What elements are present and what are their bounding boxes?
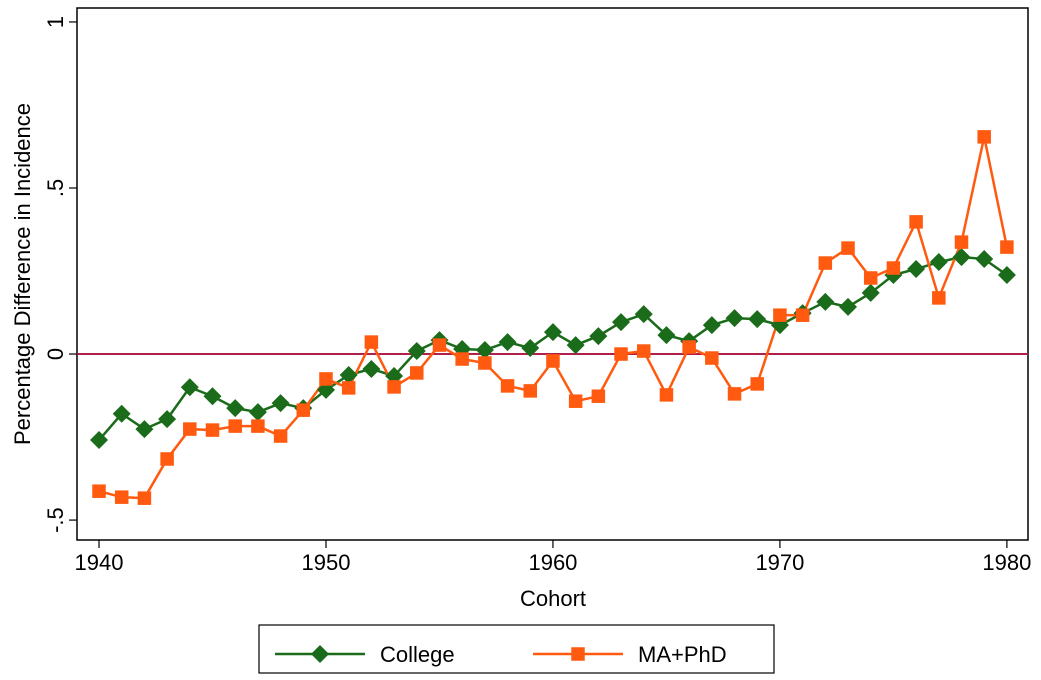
square-marker	[546, 354, 560, 368]
diamond-marker	[112, 404, 131, 423]
diamond-marker	[997, 265, 1016, 284]
diamond-marker	[407, 342, 426, 361]
square-marker	[614, 347, 628, 361]
square-marker	[863, 271, 878, 285]
y-axis-title: Percentage Difference in Incidence	[10, 103, 35, 445]
x-axis-title: Cohort	[520, 586, 586, 611]
square-marker	[137, 491, 152, 505]
square-marker	[523, 384, 538, 398]
square-marker	[705, 351, 719, 365]
legend-label: MA+PhD	[638, 642, 727, 667]
diamond-marker	[90, 431, 109, 450]
square-marker	[591, 389, 606, 403]
square-marker	[228, 419, 242, 433]
diamond-marker	[748, 310, 767, 329]
diamond-marker	[135, 420, 154, 439]
square-marker	[500, 379, 515, 393]
diamond-marker	[362, 359, 381, 378]
square-marker	[455, 352, 469, 366]
square-marker	[205, 423, 220, 437]
diamond-marker	[311, 645, 329, 663]
square-marker	[750, 377, 764, 391]
diamond-marker	[634, 305, 653, 324]
square-marker	[114, 490, 129, 504]
diamond-marker	[816, 292, 835, 311]
square-marker	[410, 366, 424, 380]
plot-frame	[76, 7, 1029, 541]
x-tick-label: 1980	[982, 550, 1031, 575]
series-line	[98, 136, 1009, 500]
diamond-marker	[543, 323, 562, 342]
square-marker	[773, 308, 787, 322]
diamond-marker	[907, 260, 926, 279]
diamond-marker	[612, 313, 631, 332]
square-marker	[568, 394, 583, 408]
diamond-marker	[975, 250, 994, 269]
diamond-marker	[248, 403, 267, 422]
square-marker	[909, 215, 923, 229]
square-marker	[319, 372, 333, 386]
square-marker	[296, 403, 311, 417]
square-marker	[932, 291, 946, 305]
diamond-marker	[271, 394, 290, 413]
square-marker	[387, 380, 401, 394]
square-marker	[571, 647, 585, 661]
diamond-marker	[521, 339, 540, 358]
square-marker	[478, 356, 492, 370]
legend-box	[258, 624, 775, 674]
y-tick-label: 1	[43, 16, 68, 28]
legend-label: College	[380, 642, 455, 667]
diamond-marker	[158, 410, 177, 429]
diamond-marker	[839, 297, 858, 316]
square-marker	[341, 381, 356, 395]
diamond-marker	[475, 341, 494, 360]
diamond-marker	[657, 326, 676, 345]
diamond-marker	[203, 387, 222, 406]
square-marker	[977, 130, 991, 144]
diamond-marker	[180, 378, 199, 397]
square-marker	[432, 338, 447, 352]
diamond-marker	[226, 399, 245, 418]
square-marker	[727, 387, 742, 401]
square-marker	[818, 256, 833, 270]
y-tick-label: -.5	[43, 507, 68, 533]
x-tick-label: 1950	[302, 550, 351, 575]
diamond-marker	[339, 365, 358, 384]
square-marker	[954, 235, 969, 249]
diamond-marker	[952, 248, 971, 267]
square-marker	[795, 308, 810, 322]
square-marker	[636, 344, 651, 358]
square-marker	[273, 429, 288, 443]
diamond-marker	[725, 309, 744, 328]
y-tick-label: .5	[43, 179, 68, 197]
diamond-marker	[702, 316, 721, 335]
square-marker	[886, 261, 901, 275]
y-tick-label: 0	[43, 348, 68, 360]
square-marker	[183, 422, 197, 436]
x-tick-label: 1940	[75, 550, 124, 575]
diamond-marker	[929, 253, 948, 272]
square-marker	[1000, 240, 1014, 254]
x-tick-label: 1960	[528, 550, 577, 575]
square-marker	[659, 388, 674, 402]
square-marker	[682, 340, 696, 354]
square-marker	[92, 484, 106, 498]
square-marker	[841, 241, 855, 255]
square-marker	[364, 335, 379, 349]
diamond-marker	[498, 333, 517, 352]
x-tick-label: 1970	[755, 550, 804, 575]
square-marker	[160, 452, 174, 466]
diamond-marker	[861, 283, 880, 302]
diamond-marker	[566, 336, 585, 355]
square-marker	[251, 419, 265, 433]
diamond-marker	[589, 327, 608, 346]
